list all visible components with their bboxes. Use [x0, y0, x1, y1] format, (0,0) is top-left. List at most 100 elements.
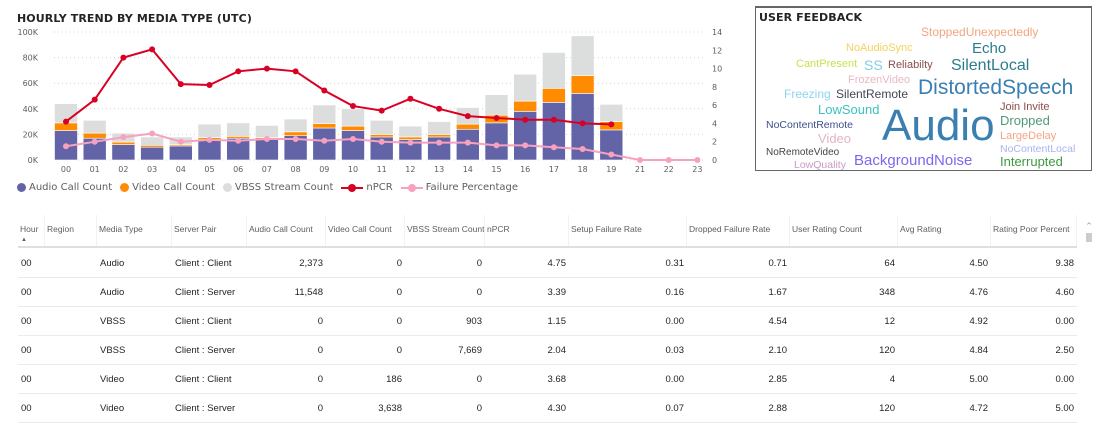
column-header[interactable]: nPCR: [485, 215, 569, 246]
column-header[interactable]: User Rating Count: [790, 215, 898, 246]
feedback-word[interactable]: CantPresent: [796, 58, 858, 70]
bar-vbss-stream-count[interactable]: [513, 73, 538, 102]
point-failure-percentage[interactable]: [63, 143, 69, 150]
bar-vbss-stream-count[interactable]: [226, 122, 250, 137]
feedback-word[interactable]: SilentRemote: [836, 87, 909, 101]
column-header[interactable]: Avg Rating: [898, 215, 991, 246]
bar-video-call-count[interactable]: [111, 141, 136, 145]
column-header[interactable]: Media Type: [97, 215, 172, 246]
bar-vbss-stream-count[interactable]: [82, 120, 107, 134]
table-scrollbar[interactable]: ^: [1084, 222, 1094, 426]
feedback-word[interactable]: SS: [864, 57, 883, 73]
bar-video-call-count[interactable]: [283, 131, 308, 136]
bar-vbss-stream-count[interactable]: [398, 125, 423, 138]
point-failure-percentage[interactable]: [550, 144, 557, 151]
point-npcr[interactable]: [206, 82, 213, 89]
feedback-word[interactable]: Dropped: [1000, 113, 1050, 128]
bar-audio-call-count[interactable]: [140, 146, 164, 161]
feedback-word[interactable]: DistortedSpeech: [918, 76, 1074, 99]
point-npcr[interactable]: [378, 107, 385, 114]
bar-vbss-stream-count[interactable]: [283, 118, 308, 133]
bar-video-call-count[interactable]: [455, 123, 480, 130]
feedback-word[interactable]: Reliabilty: [888, 59, 933, 71]
bar-vbss-stream-count[interactable]: [341, 108, 365, 127]
point-npcr[interactable]: [91, 96, 98, 103]
table-row[interactable]: 00 Video Client : Client 0 186 0 3.68 0.00 2.85 4…: [18, 365, 1077, 394]
bar-video-call-count[interactable]: [341, 125, 365, 131]
feedback-word[interactable]: NoAudioSync: [846, 42, 913, 54]
bar-vbss-stream-count[interactable]: [542, 52, 566, 89]
point-npcr[interactable]: [579, 120, 586, 127]
point-npcr[interactable]: [263, 65, 270, 72]
point-failure-percentage[interactable]: [407, 139, 414, 146]
table-row[interactable]: 00 VBSS Client : Client 0 0 903 1.15 0.00 4.54 12…: [18, 307, 1077, 336]
point-failure-percentage[interactable]: [120, 134, 127, 141]
point-failure-percentage[interactable]: [608, 151, 615, 158]
feedback-word[interactable]: NoContentRemote: [766, 119, 853, 131]
point-npcr[interactable]: [493, 114, 500, 121]
column-header[interactable]: VBSS Stream Count: [405, 215, 485, 246]
point-failure-percentage[interactable]: [665, 157, 672, 163]
point-failure-percentage[interactable]: [378, 138, 385, 145]
bar-vbss-stream-count[interactable]: [599, 104, 624, 122]
point-npcr[interactable]: [235, 68, 242, 75]
feedback-word[interactable]: LargeDelay: [1000, 130, 1057, 142]
column-header[interactable]: Video Call Count: [326, 215, 405, 246]
column-header[interactable]: Audio Call Count: [247, 215, 326, 246]
point-failure-percentage[interactable]: [464, 139, 471, 146]
feedback-word[interactable]: Audio: [882, 101, 995, 150]
bar-video-call-count[interactable]: [542, 88, 566, 103]
column-header[interactable]: Rating Poor Percent: [991, 215, 1077, 246]
column-header[interactable]: Region: [45, 215, 97, 246]
point-failure-percentage[interactable]: [149, 130, 156, 137]
point-npcr[interactable]: [407, 95, 414, 102]
scroll-up-icon[interactable]: ^: [1086, 222, 1092, 230]
legend-item[interactable]: nPCR: [341, 182, 393, 193]
point-failure-percentage[interactable]: [522, 142, 529, 149]
feedback-word[interactable]: NoRemoteVideo: [766, 147, 840, 158]
point-failure-percentage[interactable]: [91, 138, 98, 145]
bar-audio-call-count[interactable]: [111, 144, 136, 161]
point-failure-percentage[interactable]: [694, 157, 701, 163]
table-row[interactable]: 00 Video Client : Server 0 3,638 0 4.30 0.07 2.8…: [18, 394, 1077, 423]
scroll-thumb[interactable]: [1086, 233, 1092, 242]
feedback-word[interactable]: BackgroundNoise: [854, 152, 973, 169]
bar-vbss-stream-count[interactable]: [484, 94, 509, 116]
bar-video-call-count[interactable]: [513, 100, 538, 112]
point-npcr[interactable]: [608, 121, 615, 128]
bar-vbss-stream-count[interactable]: [197, 123, 222, 138]
column-header[interactable]: Dropped Failure Rate: [687, 215, 790, 246]
point-failure-percentage[interactable]: [206, 136, 213, 143]
bar-video-call-count[interactable]: [82, 132, 107, 139]
point-failure-percentage[interactable]: [177, 138, 184, 145]
feedback-word[interactable]: Echo: [972, 40, 1007, 57]
bar-video-call-count[interactable]: [312, 123, 337, 129]
point-failure-percentage[interactable]: [321, 137, 328, 144]
legend-item[interactable]: Failure Percentage: [400, 182, 518, 193]
bar-vbss-stream-count[interactable]: [255, 125, 279, 138]
bar-audio-call-count[interactable]: [542, 102, 566, 161]
bar-audio-call-count[interactable]: [255, 139, 279, 161]
point-npcr[interactable]: [149, 46, 156, 53]
point-failure-percentage[interactable]: [235, 137, 242, 144]
bar-vbss-stream-count[interactable]: [369, 120, 394, 135]
bar-audio-call-count[interactable]: [484, 122, 509, 161]
feedback-word[interactable]: LowSound: [818, 102, 880, 117]
column-header[interactable]: Hour ▲: [18, 215, 45, 246]
bar-video-call-count[interactable]: [570, 75, 595, 94]
point-npcr[interactable]: [321, 87, 328, 94]
bar-vbss-stream-count[interactable]: [570, 35, 595, 76]
point-npcr[interactable]: [350, 103, 356, 110]
feedback-word[interactable]: StoppedUnexpectedly: [921, 25, 1039, 39]
point-failure-percentage[interactable]: [292, 135, 299, 142]
point-npcr[interactable]: [436, 105, 443, 112]
column-header[interactable]: Server Pair: [172, 215, 247, 246]
feedback-word[interactable]: Interrupted: [1000, 154, 1063, 169]
point-npcr[interactable]: [550, 116, 557, 123]
legend-item[interactable]: VBSS Stream Count: [222, 182, 333, 193]
feedback-word[interactable]: LowQuality: [794, 159, 846, 171]
column-header[interactable]: Setup Failure Rate: [569, 215, 687, 246]
feedback-word[interactable]: Freezing: [784, 87, 831, 101]
point-npcr[interactable]: [177, 81, 184, 88]
feedback-word[interactable]: NoContentLocal: [1000, 143, 1076, 155]
